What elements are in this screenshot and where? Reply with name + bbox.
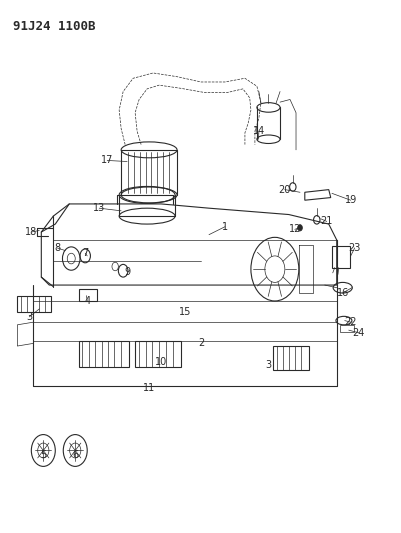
Text: 14: 14 xyxy=(252,126,264,136)
Text: 20: 20 xyxy=(278,184,290,195)
Text: 91J24 1100B: 91J24 1100B xyxy=(13,20,95,33)
Bar xyxy=(17,296,51,312)
Text: 1: 1 xyxy=(221,222,227,232)
Bar xyxy=(135,341,180,367)
Text: 11: 11 xyxy=(143,383,155,393)
Text: 4: 4 xyxy=(84,296,90,306)
Text: 22: 22 xyxy=(344,317,356,327)
Text: 8: 8 xyxy=(54,243,60,253)
Bar xyxy=(79,341,129,367)
Text: 23: 23 xyxy=(348,243,360,253)
Bar xyxy=(272,346,308,370)
Text: 18: 18 xyxy=(25,227,37,237)
Text: 10: 10 xyxy=(154,357,167,367)
Text: 9: 9 xyxy=(124,267,130,277)
Text: 5: 5 xyxy=(40,450,47,460)
Text: 3: 3 xyxy=(265,360,271,369)
Bar xyxy=(331,246,349,268)
Text: 17: 17 xyxy=(101,156,113,165)
Text: 3: 3 xyxy=(26,312,32,322)
Bar xyxy=(339,325,353,332)
Circle shape xyxy=(297,224,302,231)
Text: 16: 16 xyxy=(336,288,348,298)
Text: 12: 12 xyxy=(288,224,300,235)
Text: 19: 19 xyxy=(344,195,356,205)
Text: 7: 7 xyxy=(82,248,88,259)
Text: 13: 13 xyxy=(93,203,105,213)
Bar xyxy=(79,289,97,301)
Text: 15: 15 xyxy=(178,306,191,317)
Text: 24: 24 xyxy=(352,328,364,338)
Text: 2: 2 xyxy=(197,338,204,349)
Text: 21: 21 xyxy=(320,216,332,227)
Text: 6: 6 xyxy=(72,450,78,460)
